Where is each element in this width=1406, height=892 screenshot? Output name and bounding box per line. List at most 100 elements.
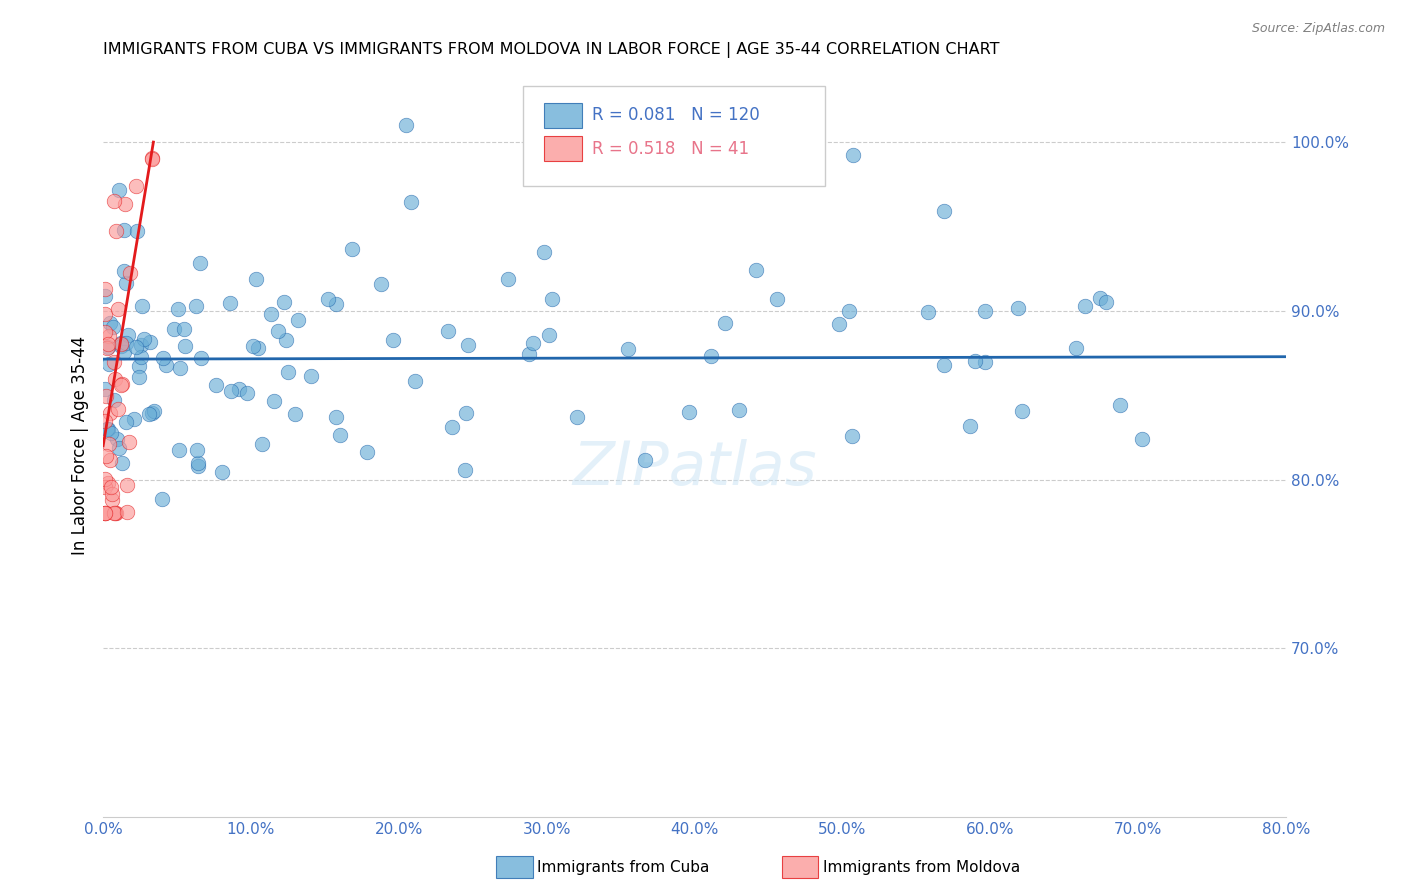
Text: Immigrants from Moldova: Immigrants from Moldova [823,860,1019,874]
Point [132,332,155,346]
Point [104,506,127,520]
Point [974,355,997,369]
Point [404,374,426,388]
Point [111,376,134,391]
Point [437,325,460,339]
Point [138,407,160,421]
Point [714,317,737,331]
Point [186,442,208,457]
Point [115,276,138,290]
Point [370,277,392,291]
Point [533,244,555,259]
Point [356,445,378,459]
Point [540,292,562,306]
Point [155,359,177,373]
Point [117,328,139,343]
Point [841,429,863,443]
Point [141,151,163,165]
Point [454,406,477,420]
Point [105,433,128,447]
Text: Source: ZipAtlas.com: Source: ZipAtlas.com [1251,22,1385,36]
Point [118,434,141,449]
Point [129,350,152,364]
FancyBboxPatch shape [544,136,582,161]
Point [917,305,939,319]
Point [104,506,127,520]
Point [125,340,148,354]
Point [699,349,721,363]
Point [932,204,955,219]
Point [94,389,117,403]
Point [169,361,191,376]
Point [103,355,125,369]
Point [125,178,148,193]
Point [143,404,166,418]
Text: IMMIGRANTS FROM CUBA VS IMMIGRANTS FROM MOLDOVA IN LABOR FORCE | AGE 35-44 CORRE: IMMIGRANTS FROM CUBA VS IMMIGRANTS FROM … [103,42,1000,58]
Point [93,506,115,520]
Point [129,338,152,352]
Point [93,289,115,303]
Point [1109,398,1132,412]
Point [97,475,120,490]
Point [277,365,299,379]
Point [98,452,121,467]
Point [1094,294,1116,309]
Point [114,197,136,211]
Point [93,480,115,494]
Point [538,328,561,343]
Point [219,296,242,310]
Point [828,317,851,331]
Point [287,313,309,327]
Point [728,403,751,417]
Point [112,223,135,237]
Point [260,307,283,321]
Point [246,341,269,355]
Point [94,382,117,396]
Point [110,378,132,392]
Point [110,338,132,352]
Point [96,341,118,355]
Point [963,354,986,368]
Point [103,506,125,520]
Point [187,456,209,470]
Point [97,337,120,351]
Point [96,422,118,436]
Point [299,369,322,384]
Point [105,225,128,239]
Point [94,506,117,520]
Point [267,324,290,338]
Point [115,478,138,492]
Point [838,304,860,318]
Point [93,282,115,296]
Point [219,384,242,399]
Point [98,406,121,420]
Point [1132,432,1154,446]
Point [245,272,267,286]
Point [316,292,339,306]
Point [107,301,129,316]
Point [325,297,347,311]
Point [112,344,135,359]
Point [141,152,163,166]
Point [565,409,588,424]
Point [97,340,120,354]
Point [204,377,226,392]
Point [93,307,115,321]
Point [110,336,132,351]
Point [242,339,264,353]
Point [93,325,115,339]
Point [382,333,405,347]
Y-axis label: In Labor Force | Age 35-44: In Labor Force | Age 35-44 [72,336,89,556]
Point [617,342,640,356]
Point [399,195,422,210]
Point [103,194,125,208]
Text: R = 0.081   N = 120: R = 0.081 N = 120 [592,106,759,124]
Point [188,256,211,270]
Point [93,472,115,486]
Point [174,339,197,353]
Point [173,322,195,336]
Point [395,118,418,132]
Point [97,422,120,436]
Point [127,224,149,238]
Point [107,401,129,416]
